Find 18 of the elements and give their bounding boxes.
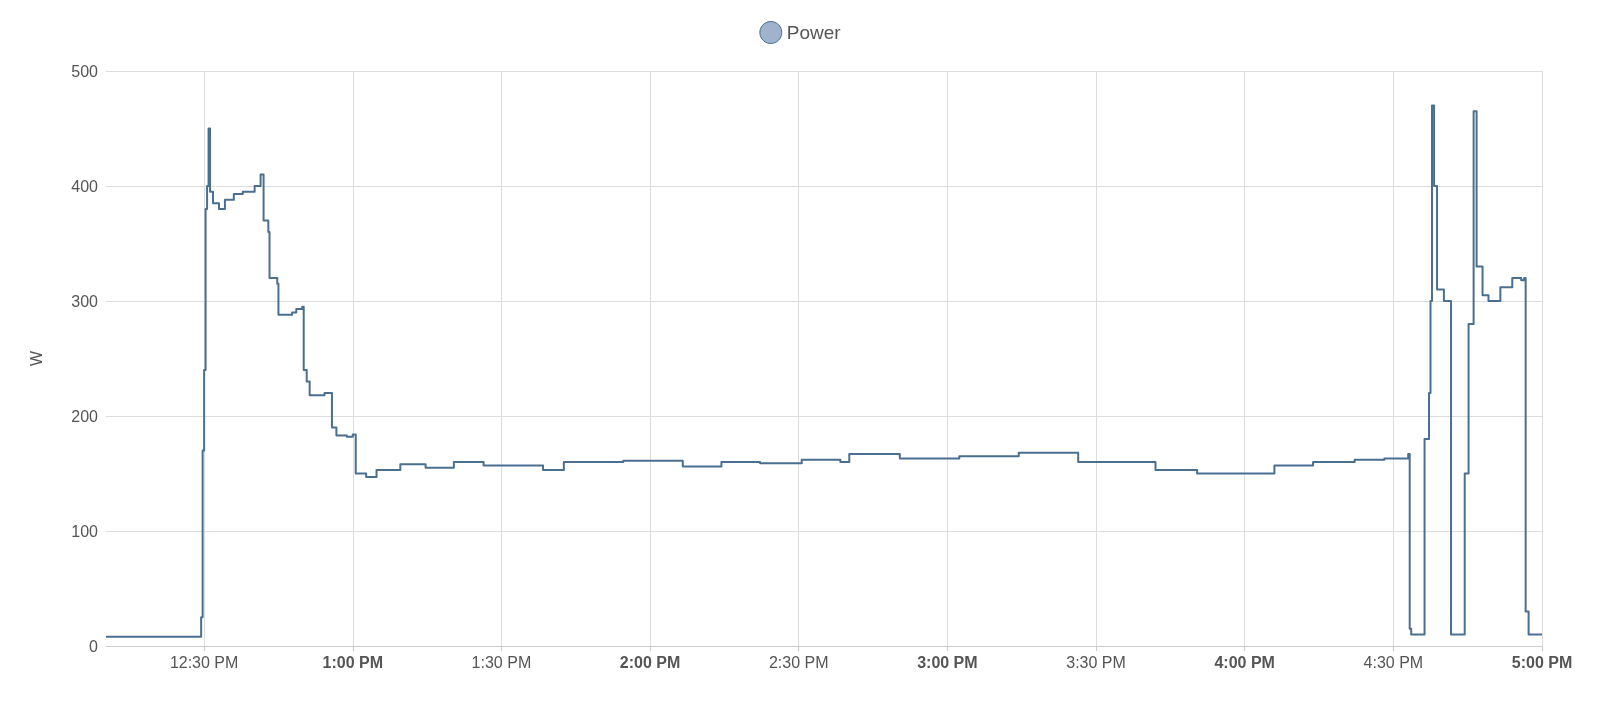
x-tick-label: 4:30 PM (1363, 653, 1424, 671)
x-tick-label: 5:00 PM (1511, 653, 1573, 671)
y-tick-label: 200 (71, 407, 99, 425)
y-axis-title: W (27, 350, 45, 367)
legend-label: Power (786, 22, 842, 43)
y-tick-label: 400 (71, 177, 99, 195)
y-tick-label: 500 (71, 62, 99, 80)
x-tick-label: 2:30 PM (768, 653, 829, 671)
x-tick-label: 3:00 PM (917, 653, 978, 671)
x-tick-label: 1:30 PM (471, 653, 532, 671)
x-tick-label: 2:00 PM (619, 653, 681, 671)
x-tick-label: 1:00 PM (322, 653, 383, 671)
x-tick-label: 3:30 PM (1066, 653, 1126, 671)
x-tick-label: 4:00 PM (1214, 653, 1275, 671)
x-tick-label: 12:30 PM (169, 653, 239, 671)
y-tick-label: 100 (71, 522, 99, 540)
y-tick-label: 0 (89, 637, 99, 655)
y-tick-label: 300 (71, 292, 99, 310)
